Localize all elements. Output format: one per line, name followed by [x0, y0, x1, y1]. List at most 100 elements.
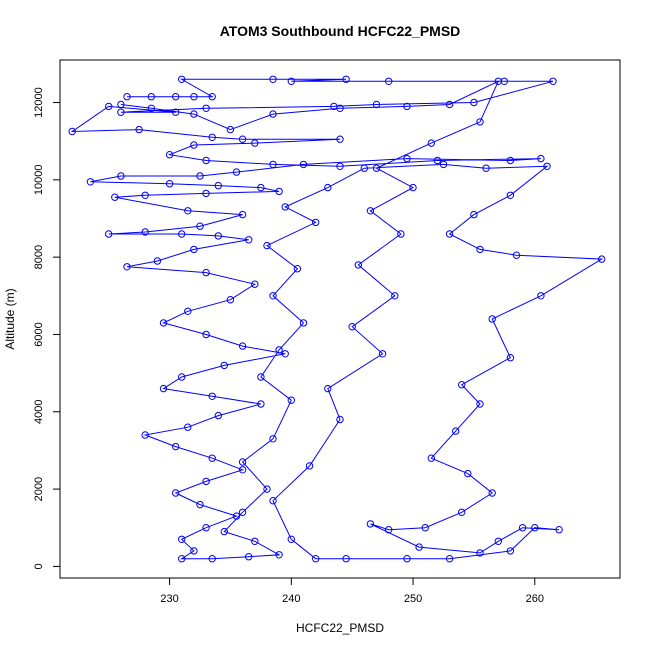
data-point — [184, 423, 192, 431]
data-point — [86, 178, 95, 186]
data-point — [245, 553, 253, 561]
data-point — [202, 524, 210, 532]
data-point — [415, 543, 423, 551]
x-tick-label: 240 — [282, 593, 300, 605]
data-point — [190, 110, 198, 118]
data-point — [226, 296, 235, 304]
data-point — [178, 555, 186, 563]
data-point — [172, 108, 180, 116]
data-point — [342, 75, 350, 84]
data-point — [336, 415, 344, 424]
data-point — [257, 183, 265, 192]
data-point — [208, 133, 216, 142]
data-point — [537, 154, 545, 163]
data-point — [238, 342, 247, 350]
data-point — [220, 527, 229, 536]
data-point — [287, 535, 295, 543]
data-point — [512, 251, 521, 259]
data-point — [238, 135, 247, 143]
y-tick-label: 12000 — [33, 87, 45, 118]
data-point — [208, 93, 216, 101]
data-point — [482, 164, 490, 172]
data-point — [232, 512, 241, 520]
data-point — [263, 485, 271, 493]
data-point — [598, 255, 606, 263]
x-tick-label: 230 — [160, 593, 178, 605]
data-point — [324, 183, 332, 192]
data-point — [238, 458, 247, 466]
data-point — [506, 547, 515, 555]
data-point — [141, 191, 149, 200]
data-point — [226, 125, 235, 134]
data-point — [190, 141, 198, 149]
data-point — [378, 350, 387, 358]
data-point — [476, 118, 484, 126]
data-point — [263, 241, 271, 250]
data-point — [238, 466, 247, 474]
data-point — [445, 230, 454, 238]
data-point — [312, 555, 320, 563]
data-point — [403, 102, 411, 111]
data-point — [324, 384, 332, 393]
data-point — [372, 164, 381, 172]
data-point — [385, 77, 393, 86]
data-point — [178, 230, 186, 238]
series-line — [70, 78, 604, 560]
y-tick-label: 8000 — [33, 245, 45, 269]
data-point — [178, 373, 186, 381]
data-point — [366, 520, 375, 528]
y-axis-label: Altitude (m) — [3, 288, 17, 349]
data-point — [348, 323, 356, 331]
data-point — [251, 139, 259, 147]
data-point — [506, 156, 515, 165]
data-point — [123, 263, 131, 271]
data-point — [190, 547, 198, 555]
data-point — [403, 555, 411, 563]
y-tick-label: 2000 — [33, 477, 45, 501]
data-point — [251, 280, 259, 288]
data-point — [238, 210, 247, 219]
data-point — [208, 454, 216, 462]
data-point — [470, 210, 478, 219]
data-point — [531, 524, 539, 532]
data-point — [202, 189, 210, 198]
data-point — [372, 100, 381, 109]
data-point — [293, 265, 302, 273]
data-point — [275, 551, 283, 559]
data-point — [336, 135, 344, 143]
data-point — [147, 93, 156, 101]
data-point — [494, 77, 502, 86]
data-point — [488, 315, 496, 323]
data-point — [299, 319, 308, 327]
data-point — [287, 77, 295, 86]
data-point — [172, 489, 180, 497]
data-point — [172, 93, 180, 101]
y-tick-label: 6000 — [33, 322, 45, 346]
data-point — [336, 104, 344, 113]
data-point — [421, 524, 429, 532]
data-point — [470, 98, 478, 107]
data-point — [202, 156, 210, 165]
data-point — [184, 307, 192, 315]
data-point — [269, 160, 277, 169]
data-point — [117, 100, 125, 109]
data-point — [281, 350, 289, 358]
data-point — [385, 526, 393, 534]
data-point — [214, 411, 223, 420]
data-point — [269, 75, 277, 84]
data-point — [476, 245, 484, 254]
data-point — [159, 384, 168, 393]
data-point — [433, 156, 442, 165]
data-point — [257, 400, 265, 408]
data-point — [202, 268, 210, 277]
data-point — [141, 431, 149, 439]
data-point — [269, 110, 277, 118]
data-point — [287, 396, 295, 404]
data-point — [354, 261, 362, 269]
data-point — [178, 75, 186, 84]
data-point — [190, 93, 198, 101]
data-point — [445, 555, 454, 563]
data-point — [123, 93, 131, 101]
data-point — [452, 427, 460, 435]
